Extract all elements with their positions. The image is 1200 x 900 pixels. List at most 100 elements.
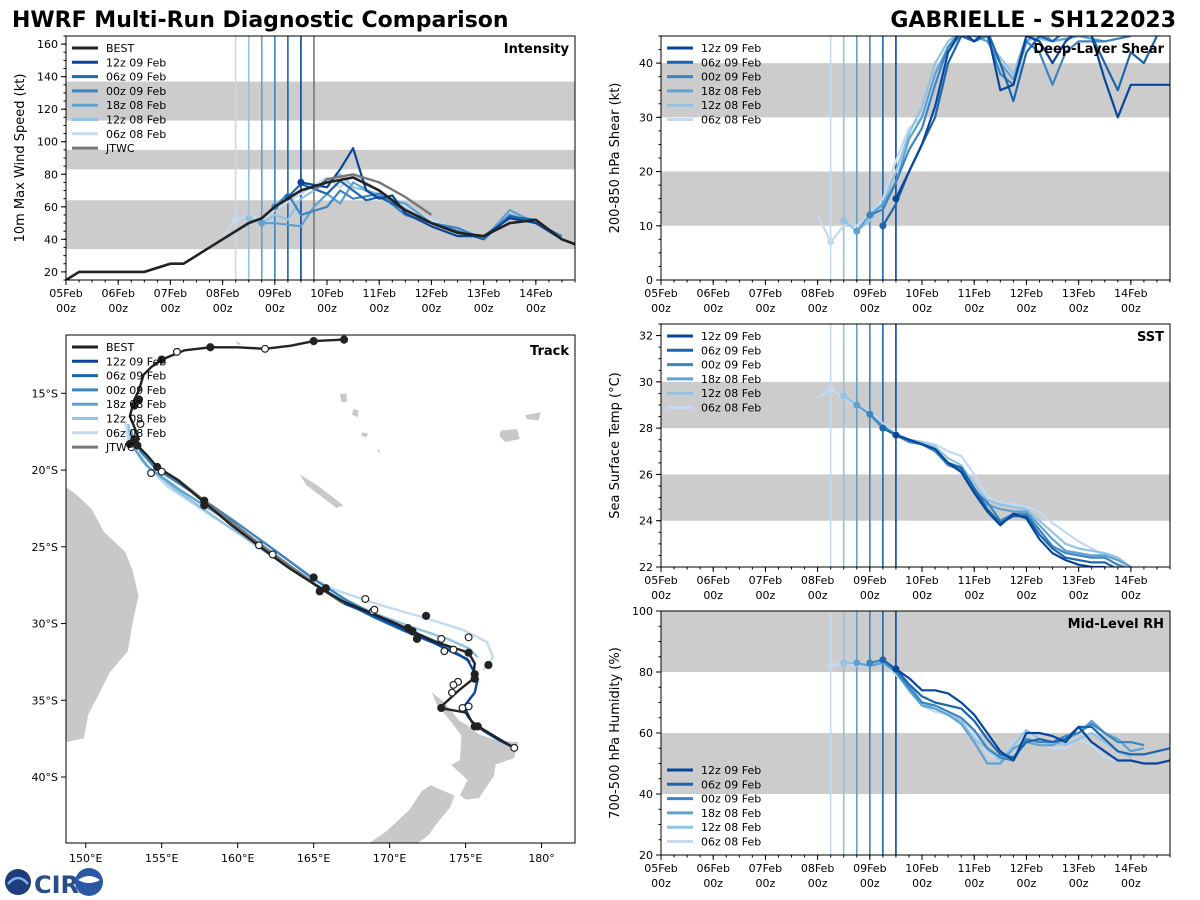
intensity-ytick-label-6: 140 xyxy=(37,71,58,84)
track-xtick-label-2: 160°E xyxy=(221,852,254,865)
sst-legend-label-3: 18z 08 Feb xyxy=(701,373,761,386)
rh-series-2 xyxy=(869,658,1145,762)
shear-plot-area xyxy=(661,36,1170,280)
sst-legend-label-0: 12z 09 Feb xyxy=(701,330,761,343)
rh-xtick-label-5: 10Feb xyxy=(905,862,938,875)
sst-xtick-label-0: 05Feb xyxy=(644,574,677,587)
intensity-jtwc-line xyxy=(313,173,433,216)
intensity-title: Intensity xyxy=(504,42,570,57)
shear-xtick-label-4: 09Feb xyxy=(853,287,886,300)
track-best-marker-19 xyxy=(464,648,473,657)
sst-ytick-label-5: 32 xyxy=(639,330,653,343)
sst-init-point-1 xyxy=(879,424,887,432)
sst-legend-label-5: 06z 08 Feb xyxy=(701,402,761,415)
intensity-xtick-label-9: 14Feb xyxy=(519,287,552,300)
sst-init-point-4 xyxy=(840,392,848,400)
track-open-marker-3 xyxy=(147,469,156,478)
rh-series-0 xyxy=(895,668,1170,765)
shear-series-2 xyxy=(869,36,1132,216)
rh-xtick-label-2: 07Feb xyxy=(749,862,782,875)
intensity-legend-label-5: 12z 08 Feb xyxy=(106,114,166,127)
rh-init-point-3 xyxy=(853,659,861,667)
track-best-marker-1 xyxy=(309,337,318,346)
shear-legend-label-5: 06z 08 Feb xyxy=(701,114,761,127)
fiji-vanua-levu xyxy=(524,411,543,422)
intensity-plot-area xyxy=(66,36,575,280)
sst-xtick-sub-7: 00z xyxy=(1017,589,1037,602)
intensity-xtick-sub-6: 00z xyxy=(369,302,389,315)
track-title: Track xyxy=(530,344,569,359)
intensity-xtick-label-4: 09Feb xyxy=(258,287,291,300)
track-best-marker-3 xyxy=(157,355,166,364)
track-legend-label-7: JTWC xyxy=(105,441,135,454)
track-xtick-label-4: 170°E xyxy=(373,852,406,865)
intensity-init-point-3 xyxy=(258,219,266,227)
track-open-marker-6 xyxy=(268,550,277,559)
rh-legend-label-4: 12z 08 Feb xyxy=(701,821,761,834)
intensity-xtick-sub-8: 00z xyxy=(474,302,494,315)
sst-init-point-5 xyxy=(827,385,835,393)
track-series-2 xyxy=(134,435,462,657)
intensity-ytick-label-4: 100 xyxy=(37,136,58,149)
shear-init-point-2 xyxy=(866,211,874,219)
shear-xtick-sub-8: 00z xyxy=(1069,302,1089,315)
sst-xtick-label-8: 13Feb xyxy=(1062,574,1095,587)
shear-series-4 xyxy=(843,36,1079,233)
track-open-marker-9 xyxy=(370,605,379,614)
sst-xtick-sub-9: 00z xyxy=(1121,589,1141,602)
rh-plot-area xyxy=(661,611,1170,855)
shear-xtick-label-2: 07Feb xyxy=(749,287,782,300)
rh-init-point-0 xyxy=(892,665,900,673)
track-open-marker-12 xyxy=(449,645,458,654)
sst-plot-area xyxy=(661,324,1170,567)
shear-legend-label-0: 12z 09 Feb xyxy=(701,42,761,55)
sst-ytick-label-3: 28 xyxy=(639,422,653,435)
shear-xtick-sub-2: 00z xyxy=(756,302,776,315)
rh-ytick-label-4: 100 xyxy=(632,605,653,618)
shear-band-0 xyxy=(661,171,1170,226)
track-best-marker-18 xyxy=(421,611,431,620)
track-ytick-label-3: 30°S xyxy=(32,618,58,631)
track-legend-label-5: 12z 08 Feb xyxy=(106,413,166,426)
shear-init-point-3 xyxy=(853,227,861,235)
rh-ytick-label-0: 20 xyxy=(639,849,653,862)
track-xtick-label-1: 155°E xyxy=(145,852,178,865)
shear-xtick-sub-9: 00z xyxy=(1121,302,1141,315)
nz-south-island-landmass xyxy=(368,784,456,843)
track-open-marker-4 xyxy=(157,467,166,476)
rh-legend-label-3: 18z 08 Feb xyxy=(701,807,761,820)
sst-xtick-label-5: 10Feb xyxy=(905,574,938,587)
rh-xtick-label-4: 09Feb xyxy=(853,862,886,875)
rh-xtick-label-3: 08Feb xyxy=(801,862,834,875)
track-best-marker-8 xyxy=(133,441,142,450)
australia-landmass xyxy=(66,486,140,743)
shear-ylabel: 200-850 hPa Shear (kt) xyxy=(608,83,623,234)
vanuatu-island-1 xyxy=(339,392,348,403)
rh-init-point-1 xyxy=(879,656,887,664)
rh-xtick-sub-4: 00z xyxy=(860,877,880,890)
sst-xtick-label-3: 08Feb xyxy=(801,574,834,587)
sst-panel: 22 24 26 28 30 32 05Feb 00z 06Feb 00z 07Feb 00z 08Fe… xyxy=(608,323,1171,602)
shear-legend-label-3: 18z 08 Feb xyxy=(701,85,761,98)
sst-xtick-label-2: 07Feb xyxy=(749,574,782,587)
track-best-marker-2 xyxy=(206,343,215,352)
shear-xtick-label-1: 06Feb xyxy=(696,287,729,300)
sst-init-point-3 xyxy=(853,401,861,409)
track-series-4 xyxy=(127,423,479,659)
track-xtick-label-0: 150°E xyxy=(69,852,102,865)
shear-series-0 xyxy=(894,36,1170,200)
rh-xtick-label-1: 06Feb xyxy=(696,862,729,875)
intensity-legend-label-2: 06z 09 Feb xyxy=(106,71,166,84)
vanuatu-island-3 xyxy=(360,431,369,439)
track-legend-label-0: BEST xyxy=(106,341,134,354)
intensity-ytick-label-2: 60 xyxy=(44,201,58,214)
intensity-ytick-label-3: 80 xyxy=(44,168,58,181)
shear-xtick-label-3: 08Feb xyxy=(801,287,834,300)
sst-xtick-label-1: 06Feb xyxy=(696,574,729,587)
track-ytick-label-4: 35°S xyxy=(32,694,58,707)
sst-legend-label-2: 00z 09 Feb xyxy=(701,359,761,372)
intensity-xtick-sub-0: 00z xyxy=(56,302,76,315)
track-open-marker-2 xyxy=(136,420,145,429)
